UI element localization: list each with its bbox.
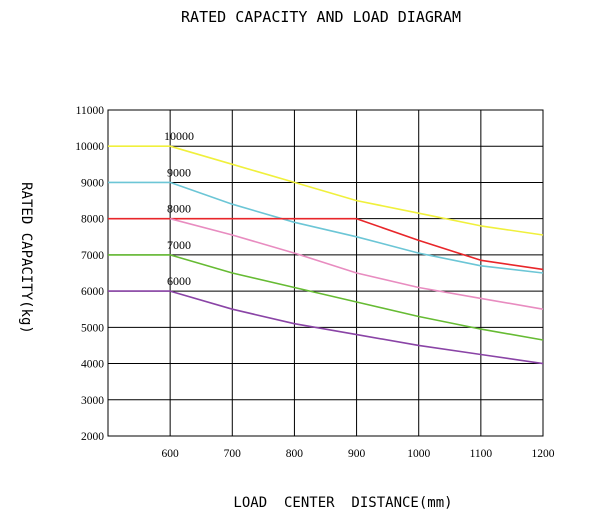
x-tick-label-1000: 1000 [407, 448, 430, 460]
y-tick-label-10000: 10000 [75, 141, 104, 153]
y-tick-label-3000: 3000 [81, 395, 104, 407]
series-label-7000: 7000 [167, 238, 191, 252]
series-line-8000 [108, 217, 544, 271]
x-tick-label-800: 800 [286, 448, 304, 460]
series-group [108, 145, 544, 365]
x-tick-label-600: 600 [162, 448, 180, 460]
series-label-8000: 8000 [167, 202, 191, 216]
y-tick-label-7000: 7000 [81, 250, 104, 262]
y-tick-labels: 11000 10000 9000 8000 7000 6000 5000 4000 3000 20… [75, 105, 104, 443]
x-tick-label-1200: 1200 [532, 448, 555, 460]
series-label-10000: 10000 [164, 129, 194, 143]
y-tick-label-6000: 6000 [81, 286, 104, 298]
series-line-9000 [108, 181, 544, 274]
series-line-unlabeled-3 [169, 217, 544, 310]
series-line-6000 [108, 290, 544, 365]
y-axis-label: RATED CAPACITY(kg) [18, 182, 34, 334]
series-line-10000 [108, 145, 544, 236]
y-tick-label-8000: 8000 [81, 214, 104, 226]
x-tick-label-700: 700 [224, 448, 242, 460]
x-tick-labels: 600 700 800 900 1000 1100 1200 [162, 448, 555, 460]
chart-title: RATED CAPACITY AND LOAD DIAGRAM [181, 8, 461, 26]
x-tick-label-1100: 1100 [470, 448, 493, 460]
plot-frame [107, 109, 544, 437]
y-tick-label-2000: 2000 [81, 431, 104, 443]
y-tick-label-11000: 11000 [76, 105, 105, 117]
x-tick-label-900: 900 [348, 448, 366, 460]
series-labels: 10000 9000 8000 7000 6000 [164, 129, 194, 288]
grid [108, 109, 544, 437]
series-line-7000 [108, 254, 544, 341]
series-label-6000: 6000 [167, 274, 191, 288]
series-label-9000: 9000 [167, 165, 191, 179]
y-tick-label-9000: 9000 [81, 177, 104, 189]
y-tick-label-5000: 5000 [81, 322, 104, 334]
x-axis-label: LOAD CENTER DISTANCE(mm) [233, 495, 452, 511]
y-tick-label-4000: 4000 [81, 359, 104, 371]
